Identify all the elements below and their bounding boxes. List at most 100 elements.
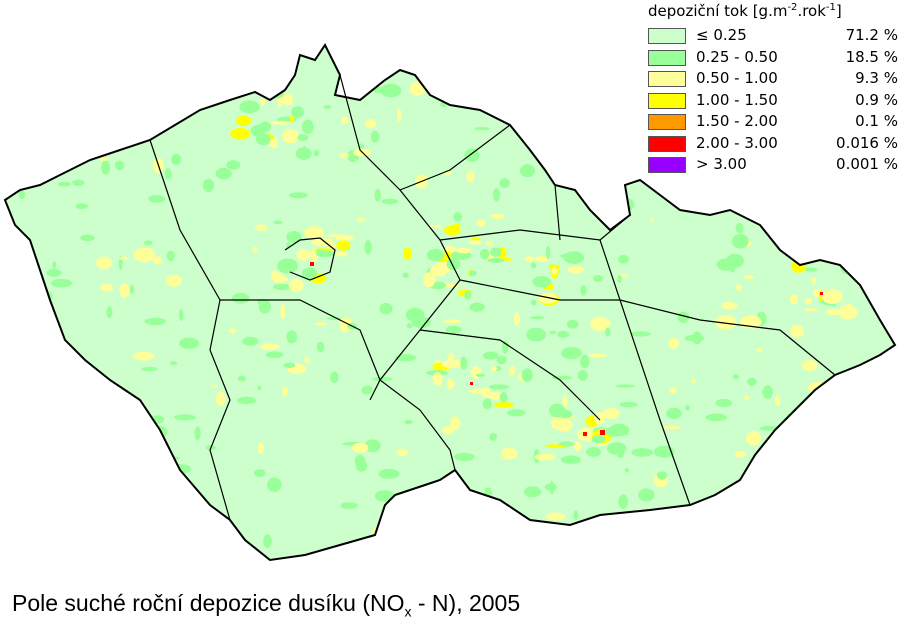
deposition-patch — [449, 416, 461, 431]
deposition-patch — [677, 311, 690, 323]
deposition-patch — [774, 395, 781, 407]
deposition-patch — [116, 109, 122, 118]
region-border — [339, 74, 461, 401]
deposition-patch — [289, 192, 308, 199]
deposition-patch — [314, 322, 327, 326]
deposition-patch — [756, 347, 763, 353]
deposition-patch — [796, 520, 812, 527]
deposition-patch — [523, 486, 542, 498]
deposition-patch — [488, 384, 510, 390]
deposition-patch — [797, 418, 818, 434]
deposition-patch — [75, 203, 88, 210]
deposition-patch — [289, 115, 295, 122]
region-border — [419, 329, 601, 421]
deposition-patch — [315, 250, 335, 258]
deposition-patch — [613, 149, 632, 155]
deposition-patch — [20, 139, 34, 145]
deposition-patch — [585, 88, 607, 92]
deposition-patch — [557, 330, 570, 338]
deposition-patch — [562, 395, 568, 408]
deposition-patch — [381, 198, 399, 205]
deposition-patch — [652, 511, 674, 526]
legend-label: 0.50 - 1.00 — [696, 69, 778, 87]
deposition-patch — [453, 212, 463, 222]
deposition-patch — [530, 316, 545, 320]
deposition-patch — [142, 457, 162, 463]
deposition-patch — [647, 539, 661, 547]
deposition-patch — [501, 447, 518, 460]
deposition-patch — [549, 330, 557, 335]
deposition-patch — [283, 362, 296, 369]
deposition-patch — [605, 327, 611, 337]
deposition-patch — [580, 354, 590, 369]
hotspot-patch — [600, 430, 605, 435]
legend-percent: 18.5 % — [845, 47, 898, 66]
deposition-patch — [831, 397, 850, 410]
deposition-patch — [118, 256, 129, 261]
deposition-patch — [560, 253, 578, 259]
deposition-patch — [609, 121, 626, 127]
deposition-patch — [122, 86, 140, 92]
deposition-patch — [179, 308, 184, 322]
deposition-patch — [249, 67, 261, 75]
deposition-patch — [253, 469, 266, 478]
deposition-patch — [432, 372, 443, 386]
deposition-patch — [484, 532, 497, 543]
deposition-patch — [555, 417, 573, 432]
deposition-patch — [282, 386, 288, 397]
deposition-patch — [263, 534, 272, 548]
legend-item: 1.50 - 2.00 0.1 % — [648, 112, 898, 132]
legend-swatch — [648, 49, 686, 66]
deposition-patch — [691, 378, 696, 384]
deposition-patch — [26, 157, 49, 169]
deposition-patch — [587, 138, 608, 148]
deposition-patch — [403, 246, 412, 261]
deposition-patch — [406, 323, 413, 329]
deposition-patch — [106, 306, 113, 319]
deposition-patch — [252, 246, 258, 253]
deposition-patch — [502, 340, 509, 354]
deposition-patch — [780, 506, 791, 516]
deposition-patch — [524, 256, 535, 262]
deposition-patch — [662, 425, 682, 430]
legend-item: 0.25 - 0.50 18.5 % — [648, 48, 898, 68]
deposition-patch — [137, 65, 145, 75]
deposition-patch — [677, 190, 695, 205]
deposition-patch — [551, 375, 573, 380]
deposition-patch — [764, 466, 771, 476]
deposition-patch — [531, 299, 537, 306]
legend-label: 0.25 - 0.50 — [696, 47, 778, 66]
deposition-patch — [492, 188, 500, 202]
deposition-patch — [747, 377, 757, 386]
deposition-patch — [148, 195, 166, 203]
deposition-patch — [490, 213, 505, 220]
deposition-patch — [59, 425, 77, 430]
deposition-patch — [370, 130, 380, 143]
deposition-patch — [389, 500, 407, 510]
legend-label: 1.50 - 2.00 — [696, 112, 778, 130]
region-border — [459, 279, 620, 301]
deposition-patch — [496, 355, 507, 365]
deposition-patch — [396, 448, 408, 457]
deposition-patch — [626, 531, 634, 547]
deposition-patch — [47, 318, 52, 333]
deposition-patch — [132, 351, 155, 361]
deposition-patch — [557, 172, 568, 183]
deposition-patch — [267, 477, 282, 493]
deposition-patch — [762, 385, 773, 399]
deposition-patch — [561, 346, 582, 360]
deposition-patch — [409, 81, 426, 96]
legend-item: 1.00 - 1.50 0.9 % — [648, 91, 898, 111]
deposition-patch — [171, 153, 182, 166]
deposition-patch — [428, 224, 442, 228]
deposition-patch — [611, 45, 625, 59]
deposition-patch — [450, 521, 472, 529]
deposition-patch — [135, 105, 141, 112]
deposition-patch — [649, 218, 655, 222]
deposition-patch — [230, 128, 251, 140]
deposition-patch — [114, 160, 125, 171]
deposition-patch — [811, 276, 816, 285]
deposition-patch — [789, 294, 798, 305]
deposition-patch — [705, 413, 728, 422]
deposition-patch — [313, 149, 320, 157]
